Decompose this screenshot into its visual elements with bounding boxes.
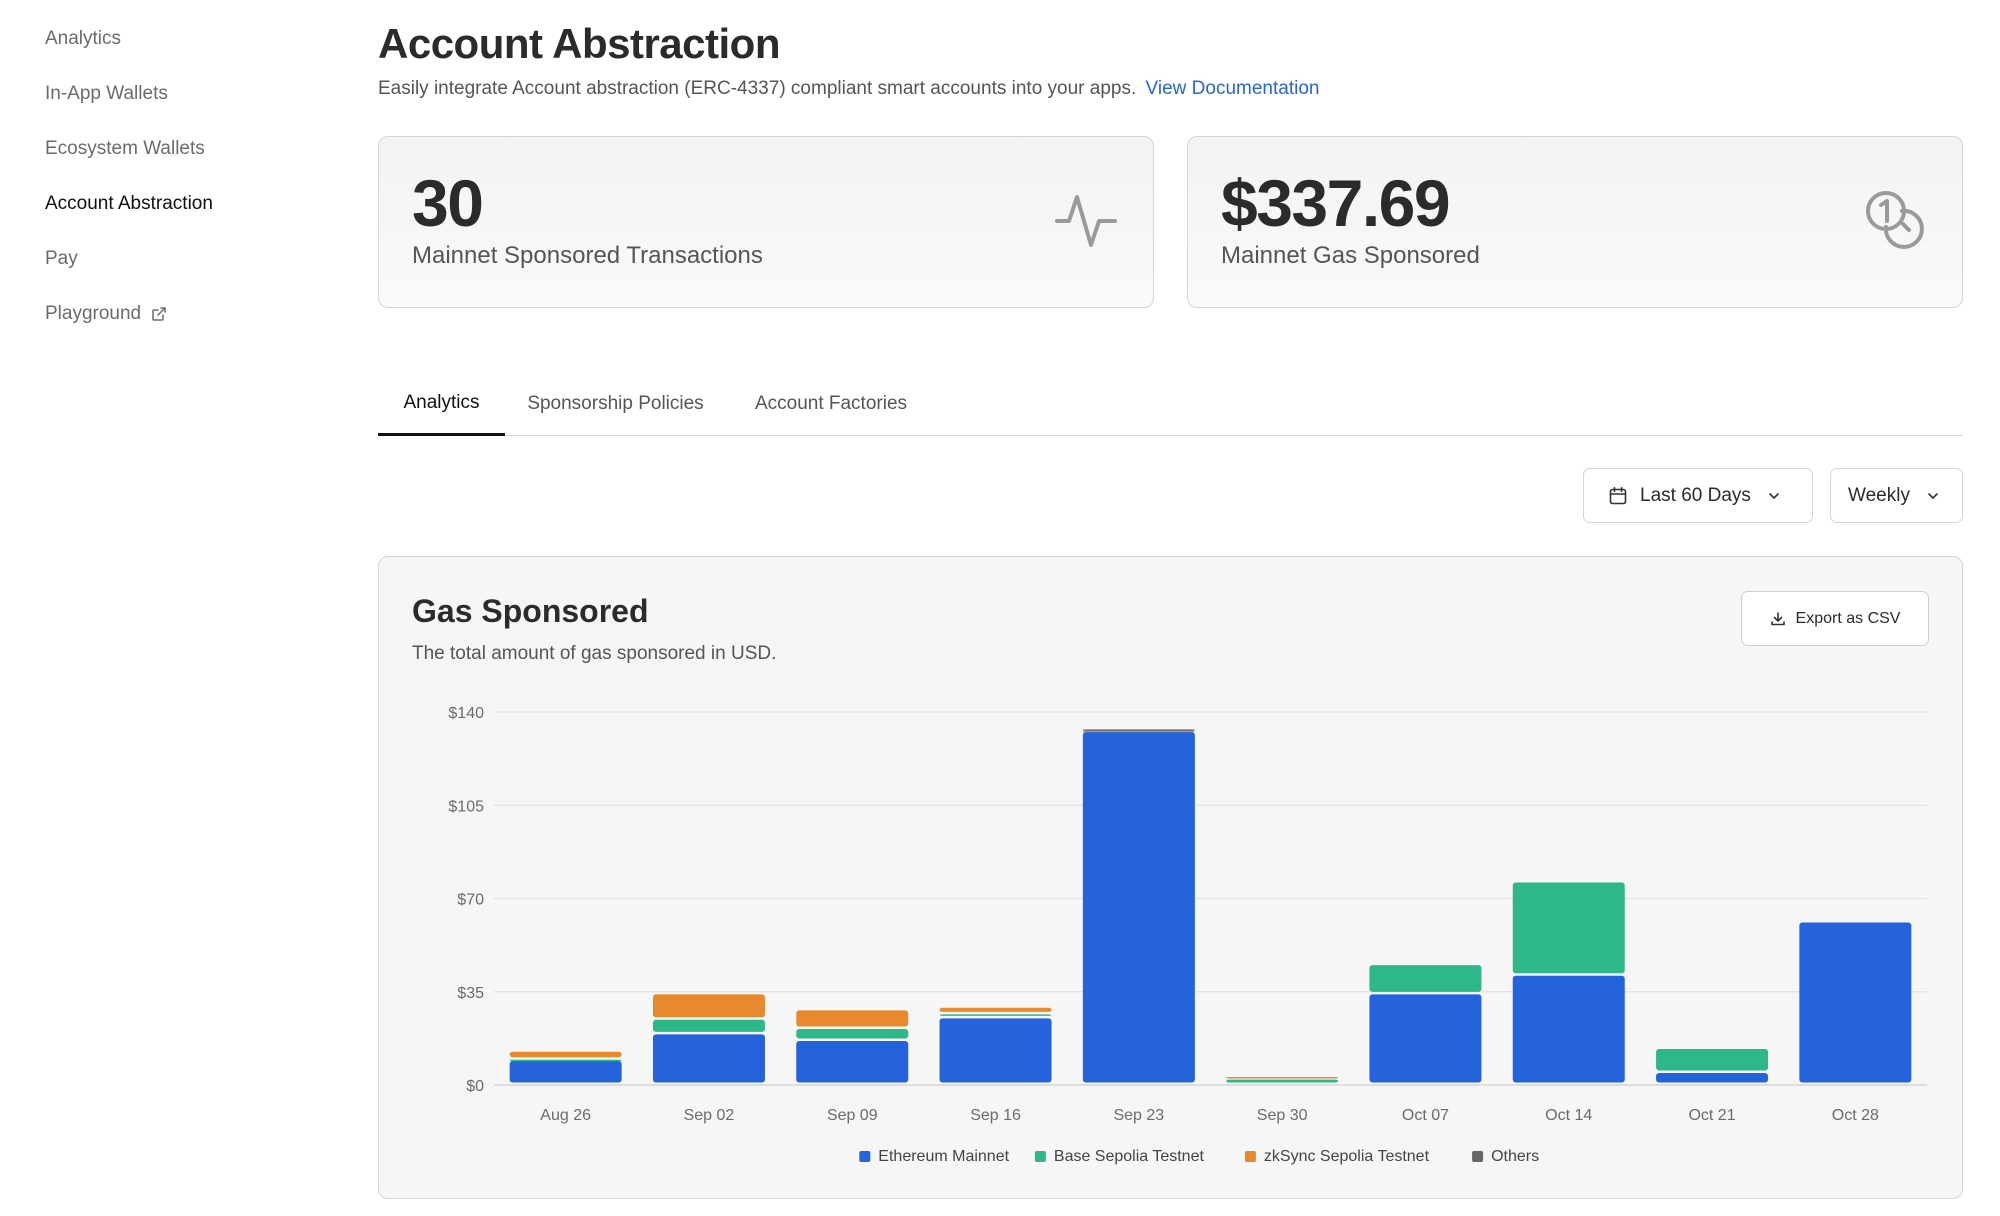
tabs: Analytics Sponsorship Policies Account F…	[378, 372, 1963, 436]
stat-card-gas: $337.69 Mainnet Gas Sponsored	[1187, 136, 1963, 308]
chevron-down-icon	[1928, 492, 1938, 499]
page-subtitle: Easily integrate Account abstraction (ER…	[378, 78, 1319, 100]
page-subtitle-text: Easily integrate Account abstraction (ER…	[378, 78, 1137, 99]
tab-account-factories[interactable]: Account Factories	[726, 372, 936, 436]
bar-segment	[1369, 965, 1482, 992]
y-tick-label: $35	[457, 985, 484, 1002]
sidebar-item-label: Account Abstraction	[45, 193, 213, 214]
download-icon	[1770, 611, 1785, 625]
bar-segment	[939, 1014, 1052, 1016]
legend-label: Others	[1491, 1148, 1539, 1165]
legend-swatch	[1244, 1151, 1256, 1162]
sidebar-item-label: Playground	[45, 303, 142, 324]
coins-icon	[1866, 191, 1924, 249]
tab-label: Account Factories	[754, 393, 908, 414]
tab-sponsorship-policies[interactable]: Sponsorship Policies	[505, 372, 726, 436]
sidebar-item-label: Analytics	[45, 28, 122, 49]
activity-icon	[1055, 195, 1117, 247]
x-tick-label: Oct 28	[1832, 1107, 1879, 1124]
stat-value: $337.69	[1221, 166, 1451, 240]
stat-card-transactions: 30 Mainnet Sponsored Transactions	[378, 136, 1154, 308]
legend-label: Ethereum Mainnet	[878, 1148, 1009, 1165]
stat-label: Mainnet Sponsored Transactions	[412, 242, 763, 269]
sidebar-item-label: Ecosystem Wallets	[45, 138, 205, 159]
sidebar-item-label: Pay	[45, 248, 78, 269]
sidebar-item-playground[interactable]: Playground	[45, 303, 167, 325]
legend-swatch	[1472, 1151, 1484, 1162]
sidebar-item-pay[interactable]: Pay	[45, 248, 78, 270]
tab-analytics[interactable]: Analytics	[378, 372, 505, 436]
sidebar-item-label: In-App Wallets	[45, 83, 168, 104]
bar-segment	[1656, 1073, 1769, 1083]
chevron-down-icon	[1769, 492, 1779, 499]
stat-label: Mainnet Gas Sponsored	[1221, 242, 1480, 269]
calendar-icon	[1609, 486, 1627, 504]
x-tick-label: Oct 07	[1402, 1107, 1449, 1124]
bar-segment	[1226, 1079, 1339, 1083]
sidebar: Analytics In-App Wallets Ecosystem Walle…	[0, 0, 340, 1216]
bar-segment	[509, 1051, 622, 1058]
stat-value: 30	[412, 166, 484, 240]
sidebar-item-ecosystem-wallets[interactable]: Ecosystem Wallets	[45, 138, 205, 160]
sidebar-item-account-abstraction[interactable]: Account Abstraction	[45, 193, 213, 215]
y-tick-label: $0	[466, 1078, 484, 1095]
bar-segment	[1656, 1049, 1769, 1071]
interval-select[interactable]: Weekly	[1830, 468, 1963, 523]
bar-segment	[939, 1007, 1052, 1012]
bar-segment	[939, 1018, 1052, 1083]
x-tick-label: Sep 09	[827, 1107, 878, 1124]
y-tick-label: $70	[457, 892, 484, 909]
bar-segment	[652, 1034, 765, 1083]
view-documentation-link[interactable]: View Documentation	[1145, 78, 1320, 99]
gas-sponsored-chart: $0 $35 $70 $105 $140 Aug 26 Sep 02 Sep 09 Sep 16…	[448, 705, 1927, 1165]
bar-segment	[796, 1010, 909, 1027]
bar-segment	[1512, 975, 1625, 1083]
tab-label: Analytics	[403, 391, 480, 413]
main-content: Account Abstraction Easily integrate Acc…	[378, 0, 1963, 1216]
x-tick-label: Sep 23	[1113, 1107, 1164, 1124]
x-tick-label: Sep 30	[1257, 1107, 1308, 1124]
sidebar-item-in-app-wallets[interactable]: In-App Wallets	[45, 83, 168, 105]
y-tick-label: $105	[448, 798, 484, 815]
bar-segment	[509, 1059, 622, 1062]
legend-swatch	[1034, 1151, 1046, 1162]
sidebar-item-analytics[interactable]: Analytics	[45, 28, 121, 50]
interval-value: Weekly	[1848, 484, 1910, 506]
date-range-value: Last 60 Days	[1640, 484, 1751, 506]
chart-subtitle: The total amount of gas sponsored in USD…	[412, 643, 777, 664]
bar-segment	[1226, 1077, 1339, 1079]
bar-segment	[1082, 729, 1195, 731]
legend-swatch	[859, 1151, 871, 1162]
legend-label: Base Sepolia Testnet	[1054, 1148, 1205, 1165]
x-tick-label: Oct 14	[1545, 1107, 1592, 1124]
bar-segment	[1082, 731, 1195, 1083]
external-link-icon	[152, 307, 166, 321]
x-tick-label: Sep 16	[970, 1107, 1021, 1124]
export-csv-label: Export as CSV	[1795, 609, 1901, 627]
bar-segment	[1512, 882, 1625, 974]
gas-sponsored-card: $0 $35 $70 $105 $140 Aug 26 Sep 02 Sep 09 Sep 16…	[378, 556, 1963, 1199]
x-tick-label: Aug 26	[540, 1107, 591, 1124]
chart-title: Gas Sponsored	[412, 593, 649, 629]
x-tick-label: Oct 21	[1688, 1107, 1735, 1124]
x-tick-label: Sep 02	[684, 1107, 735, 1124]
page-title: Account Abstraction	[378, 20, 780, 67]
bar-segment	[509, 1061, 622, 1083]
bar-segment	[1799, 922, 1912, 1083]
date-range-select[interactable]: Last 60 Days	[1583, 468, 1813, 523]
bar-segment	[1082, 730, 1195, 733]
y-tick-label: $140	[448, 705, 484, 722]
bar-segment	[652, 994, 765, 1018]
bar-segment	[796, 1041, 909, 1083]
export-csv-button[interactable]: Export as CSV	[1741, 591, 1929, 646]
bar-segment	[652, 1019, 765, 1032]
legend-label: zkSync Sepolia Testnet	[1264, 1148, 1430, 1165]
tab-label: Sponsorship Policies	[527, 393, 704, 414]
bar-segment	[796, 1029, 909, 1039]
bar-segment	[1369, 994, 1482, 1083]
